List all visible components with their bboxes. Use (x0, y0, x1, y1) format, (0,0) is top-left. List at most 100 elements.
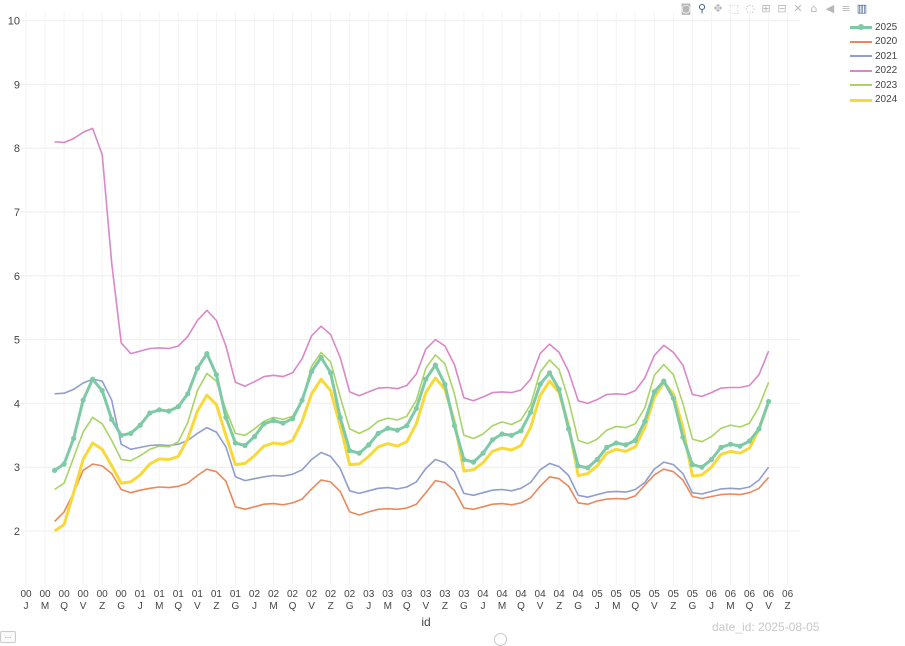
x-tick-label-line1: 01 (211, 589, 223, 600)
x-tick-labels: 00J00M00Q00V00Z00G01J01M01Q01V01Z01G02J0… (20, 589, 793, 612)
x-tick-label-line2: Z (99, 601, 105, 612)
x-tick-label-line1: 04 (496, 589, 508, 600)
home-icon[interactable]: ⌂ (810, 2, 818, 15)
legend-item-2023[interactable]: 2023 (850, 78, 897, 93)
legend-item-2025[interactable]: 2025 (850, 20, 897, 35)
data-point-2025 (147, 410, 153, 416)
y-tick-label: 8 (14, 143, 20, 155)
x-tick-label-line2: V (423, 601, 430, 612)
data-point-2025 (670, 395, 677, 401)
x-tick-label: 04M (496, 589, 508, 612)
y-tick-label: 3 (14, 462, 20, 474)
x-tick-label-line1: 00 (59, 589, 71, 600)
x-tick-label-line1: 06 (706, 589, 718, 600)
plotly-logo-icon[interactable]: ▥ (856, 2, 868, 15)
y-tick-label: 10 (8, 16, 20, 28)
legend-label: 2022 (875, 65, 898, 77)
data-point-2025 (508, 432, 515, 438)
data-point-2025 (556, 386, 562, 392)
x-tick-label: 03J (363, 589, 375, 612)
data-point-2025 (756, 426, 762, 432)
autoscale-icon[interactable]: ✕ (793, 2, 803, 15)
y-tick-labels: 2 3 4 5 6 7 8 9 10 (8, 16, 20, 538)
x-tick-label-line2: J (138, 601, 143, 612)
data-point-2025 (651, 389, 657, 395)
legend-swatch (850, 66, 872, 76)
data-point-2025 (128, 430, 134, 436)
x-tick-label-line1: 04 (515, 589, 527, 600)
x-tick-label-line2: J (252, 601, 257, 612)
data-point-2025 (71, 435, 77, 442)
lasso-icon[interactable]: ◌ (745, 2, 755, 15)
x-tick-label-line2: Q (403, 601, 411, 612)
date-id-watermark: date_id: 2025-08-05 (712, 620, 820, 634)
x-tick-label-line1: 05 (630, 589, 642, 600)
y-tick-label: 9 (14, 79, 20, 91)
x-tick-label: 00G (116, 589, 128, 612)
camera-icon[interactable]: ◙ (680, 2, 692, 15)
x-tick-label-line2: M (384, 601, 392, 612)
series-line-2022 (54, 127, 770, 405)
x-tick-label-line1: 02 (306, 589, 318, 600)
data-point-2025 (766, 398, 772, 405)
x-tick-label-line2: Q (60, 601, 68, 612)
corner-button[interactable]: … (0, 631, 16, 643)
data-point-2025 (299, 397, 305, 403)
corner-circle-handle[interactable] (494, 633, 507, 646)
x-tick-label-line2: G (117, 601, 125, 612)
hover-closest-icon[interactable]: ◀ (825, 2, 835, 15)
data-point-2025 (442, 381, 448, 387)
series-line-2021 (54, 378, 770, 499)
data-point-2025 (594, 456, 600, 463)
data-point-2025 (385, 425, 391, 431)
series-2023 (54, 351, 770, 491)
legend-item-2022[interactable]: 2022 (850, 64, 897, 79)
data-point-2025 (232, 440, 238, 446)
legend-item-2021[interactable]: 2021 (850, 49, 897, 64)
data-point-2025 (680, 434, 686, 440)
legend-item-2020[interactable]: 2020 (850, 35, 897, 50)
data-point-2025 (480, 450, 486, 456)
zoom-icon[interactable]: ⚲ (697, 2, 707, 15)
x-tick-label-line1: 02 (287, 589, 299, 600)
zoom-in-icon[interactable]: ⊞ (761, 2, 771, 15)
data-point-2025 (689, 462, 696, 468)
data-point-2025 (432, 362, 438, 368)
data-point-2025 (375, 430, 381, 436)
data-point-2025 (118, 432, 124, 438)
y-tick-label: 5 (14, 335, 20, 347)
pan-icon[interactable]: ✥ (713, 2, 723, 15)
data-point-2025 (280, 420, 286, 426)
legend-item-2024[interactable]: 2024 (850, 93, 897, 108)
x-tick-label-line1: 01 (192, 589, 204, 600)
x-tick-label-line2: J (480, 601, 485, 612)
x-tick-label: 04G (573, 589, 585, 612)
data-point-2025 (347, 448, 353, 454)
zoom-out-icon[interactable]: ⊟ (777, 2, 787, 15)
y-tick-label: 6 (14, 271, 20, 283)
x-tick-label-line2: M (612, 601, 620, 612)
x-tick-label-line1: 00 (20, 589, 32, 600)
x-tick-label: 00M (39, 589, 51, 612)
x-tick-label-line1: 01 (154, 589, 166, 600)
data-point-2025 (575, 463, 581, 469)
grid-layer (20, 12, 800, 585)
x-tick-label-line2: M (498, 601, 506, 612)
x-tick-label-line2: M (41, 601, 49, 612)
x-tick-label-line1: 04 (554, 589, 566, 600)
x-tick-label-line1: 04 (477, 589, 489, 600)
x-tick-label-line1: 03 (401, 589, 413, 600)
data-point-2025 (451, 423, 457, 429)
data-point-2025 (547, 370, 553, 376)
data-point-2025 (356, 450, 362, 456)
x-tick-label: 04J (477, 589, 489, 612)
box-select-icon[interactable]: ⬚ (728, 2, 740, 15)
hover-compare-icon[interactable]: ≡ (841, 2, 851, 15)
x-tick-label-line2: G (689, 601, 697, 612)
legend-swatch (850, 80, 872, 90)
x-tick-label-line2: J (595, 601, 600, 612)
data-point-2025 (156, 407, 162, 413)
data-point-2025 (194, 365, 200, 371)
data-point-2025 (166, 408, 172, 414)
